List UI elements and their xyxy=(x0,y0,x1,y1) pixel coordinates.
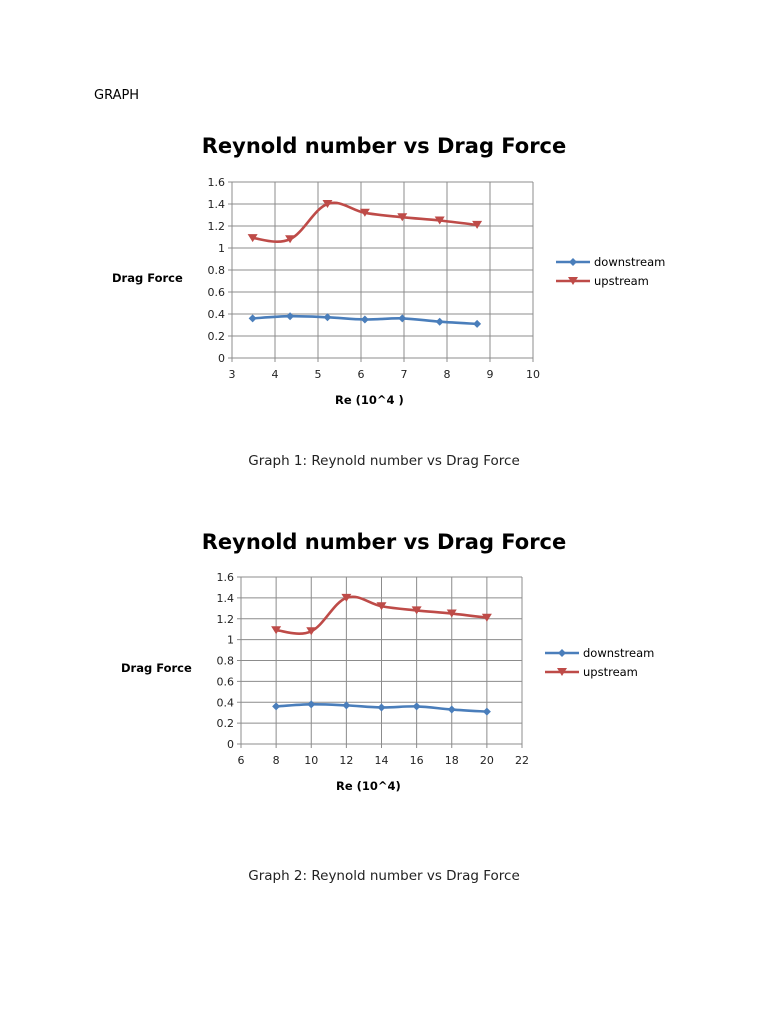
y-tick-label: 0.2 xyxy=(217,717,235,730)
chart-1-title: Reynold number vs Drag Force xyxy=(201,134,567,158)
data-point xyxy=(359,208,370,217)
x-tick-label: 12 xyxy=(339,754,353,767)
legend-item-downstream: downstream xyxy=(556,252,665,271)
x-tick-label: 7 xyxy=(401,368,408,381)
data-point xyxy=(473,319,482,328)
legend-label: upstream xyxy=(583,664,638,679)
legend-item-upstream: upstream xyxy=(545,662,654,681)
x-tick-label: 6 xyxy=(358,368,365,381)
data-point xyxy=(323,313,332,322)
x-tick-label: 3 xyxy=(229,368,236,381)
chart-1-legend: downstream upstream xyxy=(556,252,665,290)
y-tick-label: 1 xyxy=(218,242,225,255)
data-point xyxy=(285,235,296,244)
y-tick-label: 0.4 xyxy=(217,696,235,709)
legend-item-upstream: upstream xyxy=(556,271,665,290)
data-point xyxy=(446,609,457,618)
data-point xyxy=(482,707,491,716)
data-point xyxy=(376,602,387,611)
x-tick-label: 8 xyxy=(273,754,280,767)
y-tick-label: 1.2 xyxy=(217,613,235,626)
data-point xyxy=(286,312,295,321)
y-tick-label: 0.6 xyxy=(217,675,235,688)
y-tick-label: 1.4 xyxy=(208,198,226,211)
data-point xyxy=(447,705,456,714)
x-tick-label: 22 xyxy=(515,754,529,767)
data-point xyxy=(481,613,492,622)
data-point xyxy=(248,314,257,323)
y-tick-label: 1.4 xyxy=(217,592,235,605)
diamond-marker-icon xyxy=(545,648,579,657)
y-tick-label: 0.4 xyxy=(208,308,226,321)
legend-label: downstream xyxy=(594,254,666,269)
data-point xyxy=(377,703,386,712)
chart-1-xlabel: Re (10^4 ) xyxy=(335,393,404,407)
x-tick-label: 8 xyxy=(444,368,451,381)
x-tick-label: 14 xyxy=(375,754,389,767)
chart-1-plot: 0 0.2 0.4 0.6 0.8 1 1.2 1.4 1.6 3 4 5 6 7 8 9 10 xyxy=(208,176,541,381)
y-tick-label: 0.8 xyxy=(208,264,226,277)
data-point xyxy=(306,627,317,636)
data-point xyxy=(411,606,422,615)
chart-2-title: Reynold number vs Drag Force xyxy=(201,530,567,554)
y-tick-label: 0.6 xyxy=(208,286,226,299)
chart-2-plot: 0 0.2 0.4 0.6 0.8 1 1.2 1.4 1.6 6 8 10 12 14 16 18 20 22 xyxy=(217,571,530,767)
x-tick-label: 9 xyxy=(487,368,494,381)
chart-2-xlabel: Re (10^4) xyxy=(336,779,401,793)
chart-1-ylabel: Drag Force xyxy=(112,271,183,285)
data-point xyxy=(341,593,352,602)
y-tick-label: 0 xyxy=(227,738,234,751)
data-point xyxy=(272,702,281,711)
x-tick-label: 18 xyxy=(445,754,459,767)
data-point xyxy=(435,317,444,326)
x-tick-label: 10 xyxy=(526,368,540,381)
data-point xyxy=(322,200,333,208)
chart-2-legend: downstream upstream xyxy=(545,643,654,681)
data-point xyxy=(472,220,483,229)
triangle-marker-icon xyxy=(556,276,590,285)
x-tick-label: 6 xyxy=(238,754,245,767)
data-point xyxy=(398,314,407,323)
x-tick-label: 4 xyxy=(272,368,279,381)
legend-item-downstream: downstream xyxy=(545,643,654,662)
data-point xyxy=(397,213,408,222)
x-tick-label: 10 xyxy=(304,754,318,767)
legend-label: downstream xyxy=(583,645,655,660)
chart-1-caption: Graph 1: Reynold number vs Drag Force xyxy=(248,453,520,469)
section-heading: GRAPH xyxy=(94,88,140,103)
y-tick-label: 1.2 xyxy=(208,220,226,233)
data-point xyxy=(247,234,258,243)
x-tick-label: 20 xyxy=(480,754,494,767)
data-point xyxy=(271,626,282,635)
x-tick-label: 16 xyxy=(410,754,424,767)
y-tick-label: 0.8 xyxy=(217,655,235,668)
y-tick-label: 1 xyxy=(227,634,234,647)
chart-2-ylabel: Drag Force xyxy=(121,661,192,675)
data-point xyxy=(412,702,421,711)
y-tick-label: 0.2 xyxy=(208,330,226,343)
chart-2-caption: Graph 2: Reynold number vs Drag Force xyxy=(248,868,520,884)
y-tick-label: 1.6 xyxy=(208,176,226,189)
legend-label: upstream xyxy=(594,273,649,288)
diamond-marker-icon xyxy=(556,257,590,266)
data-point xyxy=(360,315,369,324)
y-tick-label: 0 xyxy=(218,352,225,365)
data-point xyxy=(434,216,445,225)
triangle-marker-icon xyxy=(545,667,579,676)
data-point xyxy=(342,701,351,710)
data-point xyxy=(307,700,316,709)
x-tick-label: 5 xyxy=(315,368,322,381)
y-tick-label: 1.6 xyxy=(217,571,235,584)
